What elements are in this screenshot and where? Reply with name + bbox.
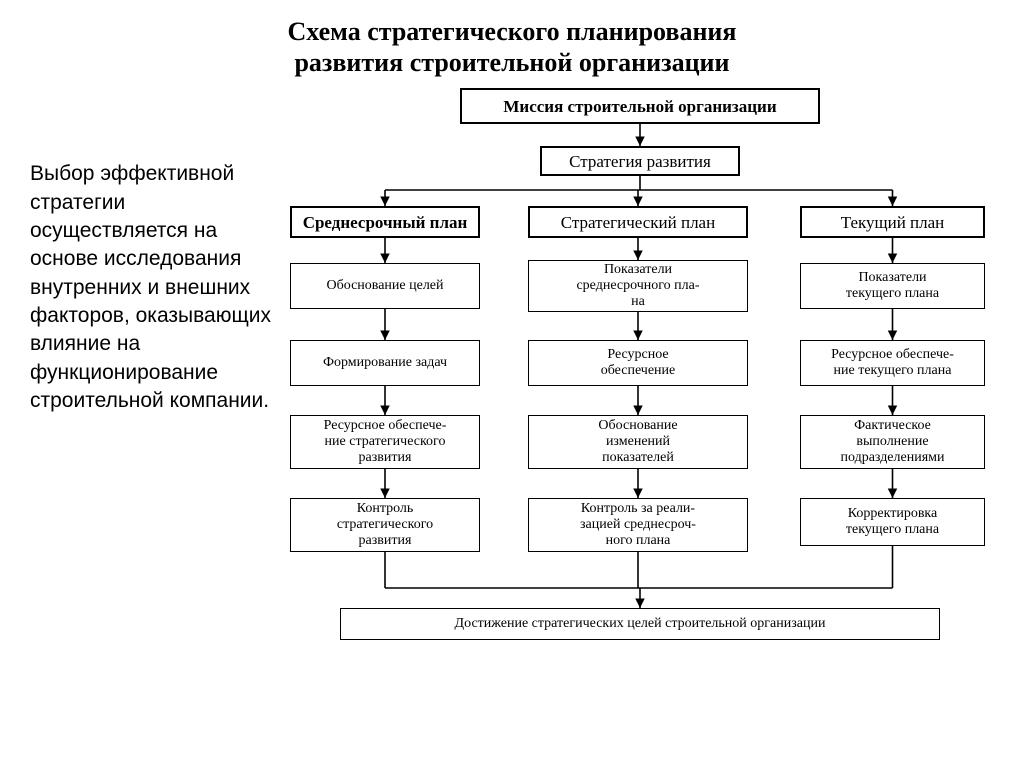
- node-mission: Миссия строительной организации: [460, 88, 820, 124]
- node-plan1: Среднесрочный план: [290, 206, 480, 238]
- title-line2: развития строительной организации: [60, 47, 964, 78]
- node-strategy: Стратегия развития: [540, 146, 740, 176]
- node-c2r1: Показателисреднесрочного пла-на: [528, 260, 748, 312]
- node-c2r3: Обоснованиеизмененийпоказателей: [528, 415, 748, 469]
- node-plan3: Текущий план: [800, 206, 985, 238]
- node-plan2: Стратегический план: [528, 206, 748, 238]
- node-c1r1: Обоснование целей: [290, 263, 480, 309]
- node-c3r1: Показателитекущего плана: [800, 263, 985, 309]
- node-c3r4: Корректировкатекущего плана: [800, 498, 985, 546]
- node-c1r3: Ресурсное обеспече-ние стратегическогора…: [290, 415, 480, 469]
- node-c2r4: Контроль за реали-зацией среднесроч-ного…: [528, 498, 748, 552]
- node-goal: Достижение стратегических целей строител…: [340, 608, 940, 640]
- side-paragraph: Выбор эффективной стратегии осуществляет…: [10, 88, 280, 708]
- node-c1r4: Контрольстратегическогоразвития: [290, 498, 480, 552]
- title-line1: Схема стратегического планирования: [60, 16, 964, 47]
- content-row: Выбор эффективной стратегии осуществляет…: [0, 88, 1024, 708]
- node-c3r2: Ресурсное обеспече-ние текущего плана: [800, 340, 985, 386]
- page-title: Схема стратегического планирования разви…: [0, 0, 1024, 88]
- node-c2r2: Ресурсноеобеспечение: [528, 340, 748, 386]
- flowchart-diagram: Миссия строительной организации Стратегия…: [280, 88, 1014, 708]
- node-c1r2: Формирование задач: [290, 340, 480, 386]
- node-c3r3: Фактическоевыполнениеподразделениями: [800, 415, 985, 469]
